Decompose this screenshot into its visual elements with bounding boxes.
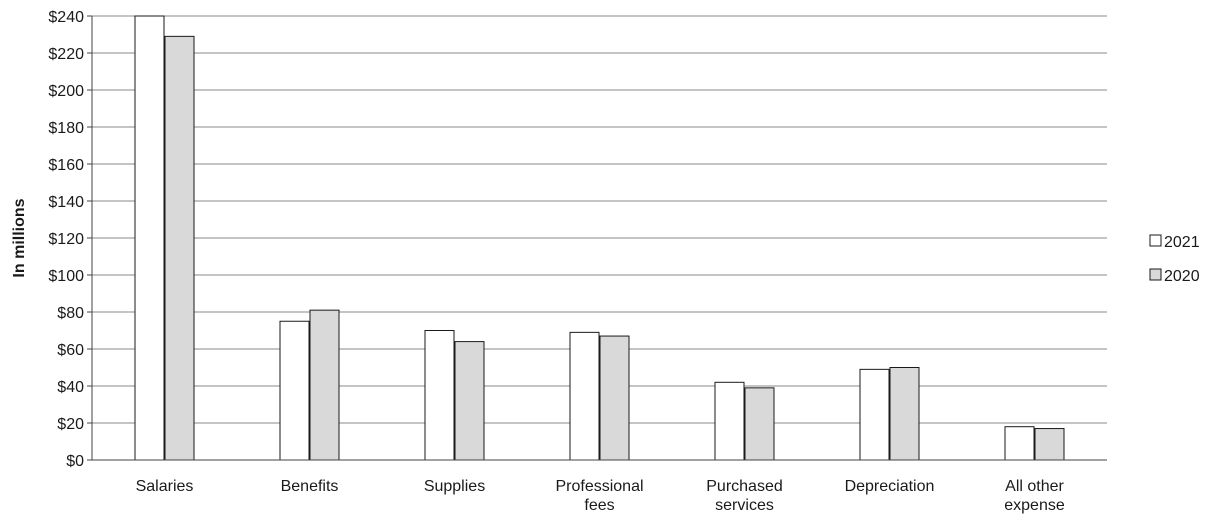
y-tick-label: $140	[48, 194, 84, 211]
bar-2020	[599, 335, 630, 461]
y-tick-label: $120	[48, 231, 84, 248]
y-tick-label: $160	[48, 157, 84, 174]
legend: 2021 2020	[1149, 234, 1200, 285]
x-tick-label: Benefits	[281, 478, 339, 495]
y-tick-label: $20	[57, 416, 84, 433]
bar-2021	[424, 330, 455, 461]
y-tick-label: $100	[48, 268, 84, 285]
x-tick-label: Salaries	[136, 478, 194, 495]
bars	[134, 15, 1065, 461]
y-tick-label: $0	[66, 453, 84, 470]
x-tick-label: Purchased services	[706, 478, 783, 514]
y-tick-label: $180	[48, 120, 84, 137]
legend-label-2021: 2021	[1164, 234, 1200, 251]
x-tick-label: Professional fees	[555, 478, 643, 514]
y-tick-label: $240	[48, 9, 84, 26]
y-tick-label: $220	[48, 46, 84, 63]
bar-2020	[889, 367, 920, 461]
y-tick-label: $40	[57, 379, 84, 396]
bar-2021	[279, 320, 310, 461]
bar-2021	[1004, 426, 1035, 461]
bar-2021	[569, 331, 600, 461]
y-axis-label: In millions	[11, 198, 28, 277]
bar-2020	[454, 341, 485, 461]
x-tick-label: Depreciation	[845, 478, 935, 495]
bar-2020	[309, 309, 340, 461]
bar-2021	[134, 15, 165, 461]
legend-label-2020: 2020	[1164, 268, 1200, 285]
y-tick-labels: $0 $20 $40 $60 $80 $100 $120 $140 $160 $180 $200 $2…	[48, 9, 92, 470]
y-tick-label: $80	[57, 305, 84, 322]
bar-2021	[714, 381, 745, 461]
bar-2020	[1034, 428, 1065, 461]
legend-swatch-2020	[1149, 268, 1162, 281]
y-tick-label: $200	[48, 83, 84, 100]
bar-2020	[744, 387, 775, 461]
x-tick-label: Supplies	[424, 478, 485, 495]
bar-2020	[164, 35, 195, 461]
x-tick-label: All other expense	[1004, 478, 1065, 514]
gridlines	[92, 15, 1107, 424]
bar-2021	[859, 368, 890, 461]
y-tick-label: $60	[57, 342, 84, 359]
legend-swatch-2021	[1149, 234, 1162, 247]
x-tick-labels: Salaries Benefits Supplies Professional fees…	[136, 478, 1065, 514]
